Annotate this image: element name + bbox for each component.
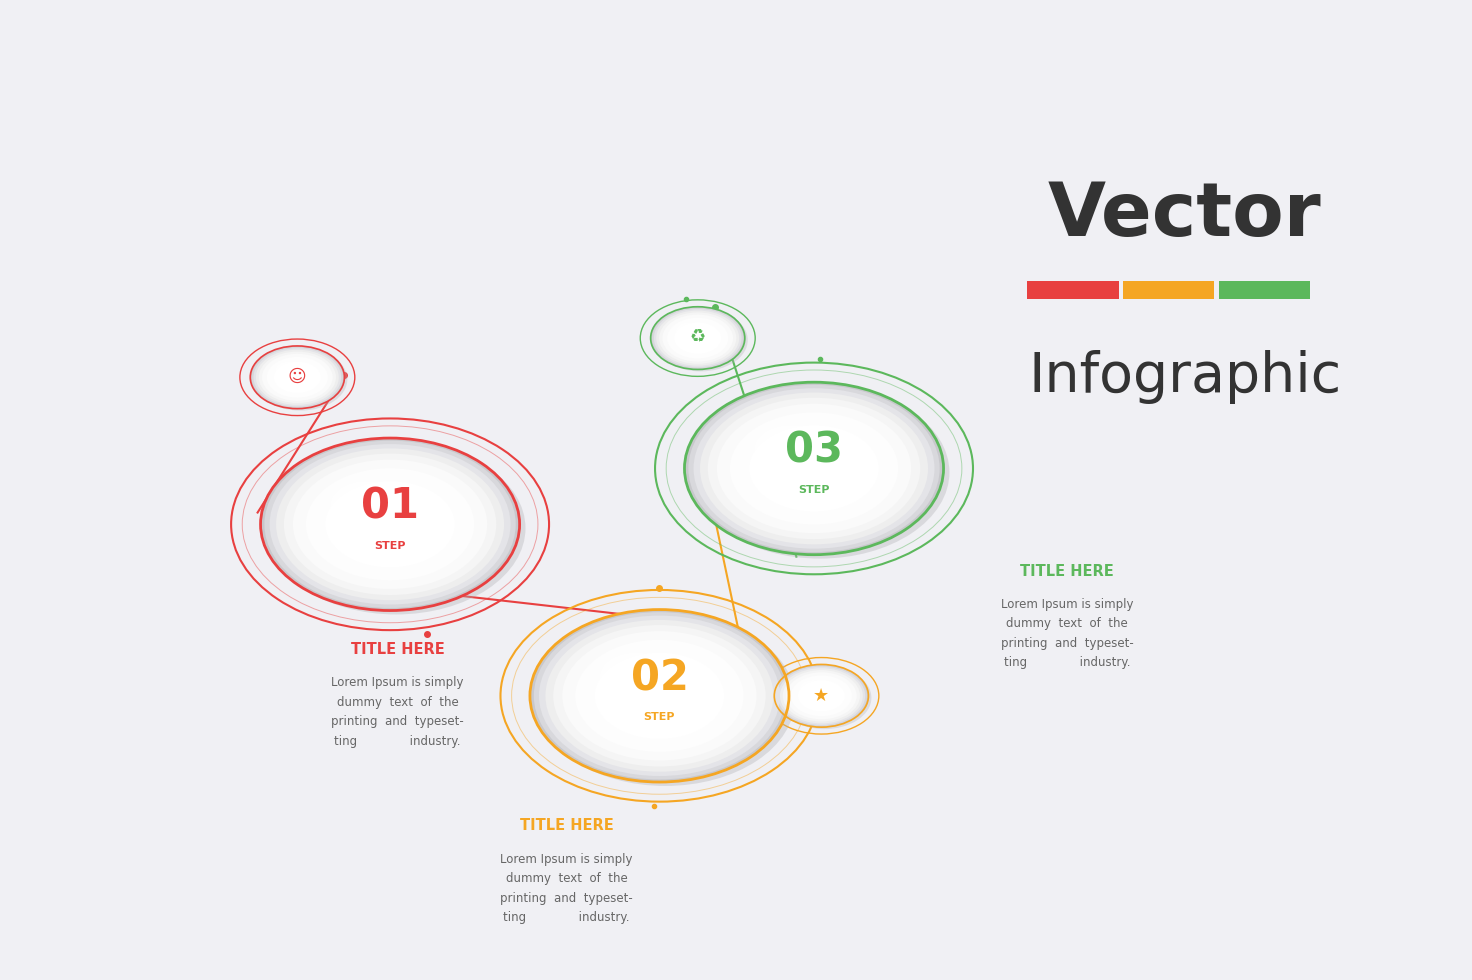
Circle shape [253, 348, 342, 407]
Circle shape [595, 653, 724, 739]
Circle shape [259, 352, 336, 403]
Circle shape [783, 670, 860, 721]
Bar [1027, 281, 1119, 299]
Circle shape [690, 386, 949, 559]
Circle shape [730, 413, 898, 524]
Text: ♻: ♻ [690, 329, 705, 347]
Circle shape [277, 449, 503, 600]
Circle shape [576, 640, 743, 752]
Circle shape [546, 620, 773, 771]
Circle shape [717, 404, 911, 533]
Text: STEP: STEP [643, 712, 676, 722]
Text: Lorem Ipsum is simply
dummy  text  of  the
printing  and  typeset-
ting         : Lorem Ipsum is simply dummy text of the … [1001, 598, 1133, 669]
Circle shape [774, 664, 868, 727]
Circle shape [530, 610, 789, 782]
Circle shape [274, 362, 321, 393]
Text: STEP: STEP [798, 485, 830, 495]
Circle shape [799, 680, 826, 698]
Circle shape [662, 315, 733, 362]
Circle shape [674, 322, 721, 354]
Text: Vector: Vector [1048, 179, 1322, 252]
Circle shape [601, 653, 673, 701]
Circle shape [275, 362, 302, 379]
Text: TITLE HERE: TITLE HERE [520, 818, 614, 833]
Circle shape [654, 309, 748, 371]
Circle shape [284, 454, 496, 595]
Circle shape [654, 309, 742, 368]
Circle shape [562, 631, 757, 760]
Circle shape [701, 393, 927, 544]
Circle shape [659, 313, 736, 364]
Text: 02: 02 [630, 658, 689, 699]
Circle shape [253, 348, 347, 411]
Circle shape [331, 481, 403, 529]
Circle shape [539, 615, 780, 776]
Bar [1123, 281, 1214, 299]
Circle shape [749, 425, 879, 512]
Circle shape [256, 350, 339, 405]
Circle shape [798, 680, 845, 711]
Bar [1219, 281, 1310, 299]
Circle shape [266, 442, 526, 614]
Circle shape [777, 666, 871, 729]
Circle shape [293, 460, 487, 589]
Text: Infographic: Infographic [1029, 350, 1341, 405]
Circle shape [269, 444, 511, 605]
Text: ★: ★ [814, 687, 829, 705]
Text: Lorem Ipsum is simply
dummy  text  of  the
printing  and  typeset-
ting         : Lorem Ipsum is simply dummy text of the … [331, 676, 464, 748]
Text: Lorem Ipsum is simply
dummy  text  of  the
printing  and  typeset-
ting         : Lorem Ipsum is simply dummy text of the … [500, 853, 633, 924]
Circle shape [553, 625, 765, 766]
Circle shape [689, 385, 939, 552]
Circle shape [790, 675, 852, 716]
Circle shape [777, 666, 866, 725]
Circle shape [536, 613, 795, 786]
Circle shape [755, 425, 827, 473]
Text: TITLE HERE: TITLE HERE [350, 642, 445, 657]
Circle shape [651, 307, 745, 369]
Circle shape [265, 441, 515, 608]
Circle shape [266, 357, 328, 398]
Circle shape [667, 318, 729, 359]
Text: ☺: ☺ [289, 368, 306, 386]
Circle shape [325, 481, 455, 567]
Circle shape [652, 308, 743, 368]
Text: STEP: STEP [374, 541, 406, 551]
Circle shape [250, 346, 344, 409]
Circle shape [780, 668, 863, 723]
Circle shape [261, 438, 520, 611]
Circle shape [693, 388, 935, 549]
Text: 03: 03 [785, 430, 843, 471]
Circle shape [684, 382, 944, 555]
Circle shape [776, 665, 867, 726]
Text: TITLE HERE: TITLE HERE [1020, 564, 1114, 578]
Circle shape [676, 322, 702, 340]
Circle shape [534, 612, 785, 779]
Circle shape [657, 311, 739, 366]
Circle shape [708, 398, 920, 539]
Circle shape [262, 354, 333, 401]
Circle shape [252, 347, 343, 408]
Circle shape [306, 468, 474, 580]
Circle shape [786, 672, 857, 719]
Text: 01: 01 [361, 486, 420, 527]
